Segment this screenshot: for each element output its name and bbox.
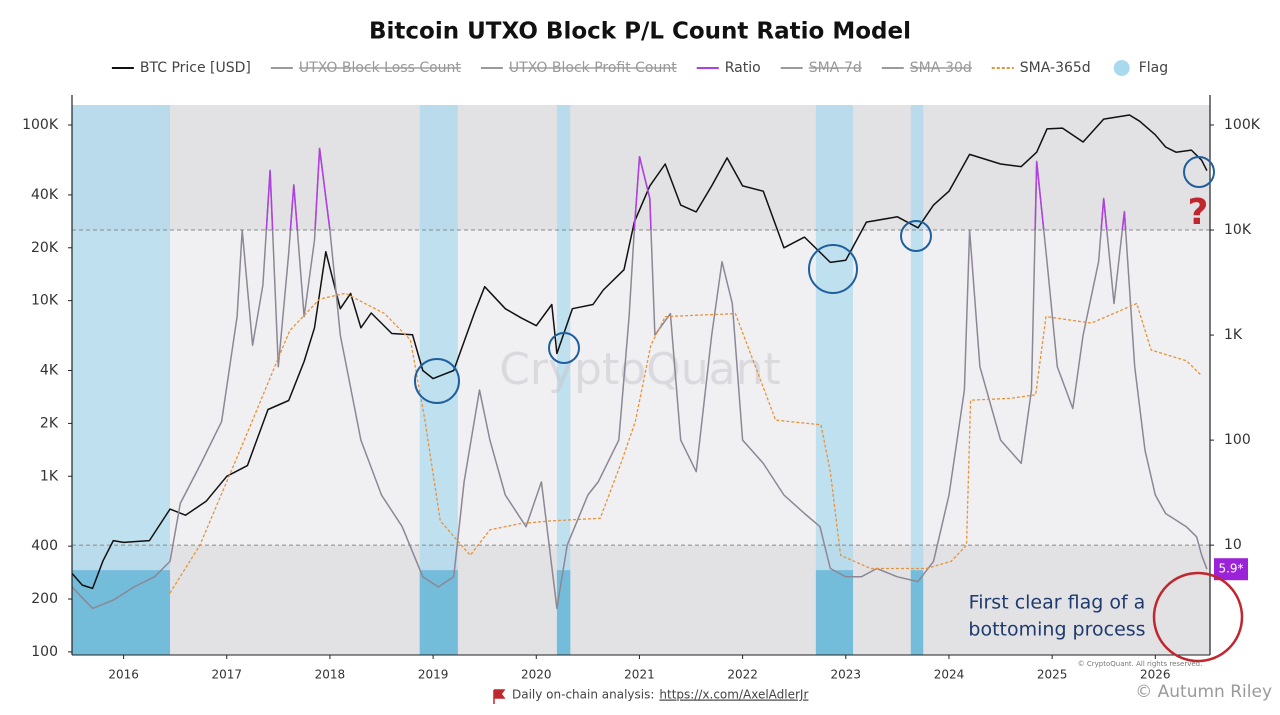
x-tick-label: 2024 — [934, 668, 965, 682]
y-tick-label: 1K — [40, 468, 59, 484]
plot-background — [72, 105, 1210, 655]
flag-band — [556, 105, 571, 655]
y2-tick-label: 100K — [1224, 117, 1261, 133]
legend-label: UTXO Block Loss Count — [299, 60, 462, 76]
flag-band — [419, 105, 458, 655]
lines: 5.9* — [71, 114, 1248, 610]
footer: Daily on-chain analysis: — [512, 688, 654, 702]
legend-label: Flag — [1139, 60, 1168, 76]
legend-item: Ratio — [696, 60, 761, 76]
end-label-box — [1214, 558, 1248, 581]
series-line — [169, 292, 1203, 594]
legend-item: UTXO Block Loss Count — [270, 60, 462, 76]
red-circle — [1152, 571, 1244, 663]
y-tick-label: 100K — [22, 117, 59, 133]
legend: BTC Price [USD] UTXO Block Loss Count UTXO… — [111, 60, 1168, 76]
series-line — [71, 147, 1208, 610]
x-tick-label: 2017 — [211, 668, 242, 682]
flag-band-low — [419, 570, 458, 655]
flag-band — [910, 105, 924, 655]
x-tick-label: 2016 — [108, 668, 139, 682]
y-tick-label: 4K — [40, 363, 59, 379]
x-tick-label: 2025 — [1037, 668, 1068, 682]
flag-band-low — [910, 570, 924, 655]
footer-link[interactable]: https://x.com/AxelAdlerJr — [659, 688, 808, 702]
lower-zone — [72, 545, 1210, 655]
circle — [414, 358, 460, 404]
annotation: bottoming process — [968, 619, 1145, 641]
y2-tick-label: 10K — [1224, 222, 1252, 238]
y2-tick-label: 10 — [1224, 537, 1242, 553]
circle — [548, 332, 580, 364]
legend-item: UTXO Block Profit Count — [480, 60, 677, 76]
flags — [72, 105, 924, 655]
question-mark: ? — [1188, 192, 1209, 233]
legend-label: SMA-365d — [1020, 60, 1091, 76]
y-tick-label: 400 — [31, 538, 58, 554]
flag-band-low — [72, 570, 171, 655]
x-tick-label: 2023 — [831, 668, 862, 682]
y-tick-label: 100 — [31, 644, 58, 660]
legend-item: Flag — [1113, 60, 1168, 76]
legend-item: SMA-7d — [780, 60, 862, 76]
flag-band-low — [556, 570, 571, 655]
flag-band — [72, 105, 171, 655]
legend-swatch — [1113, 60, 1130, 76]
legend-label: UTXO Block Profit Count — [509, 60, 677, 76]
watermark: CryptoQuant — [499, 344, 781, 395]
end-label: 5.9* — [1218, 562, 1243, 576]
legend-label: SMA-30d — [910, 60, 972, 76]
x-tick-label: 2018 — [315, 668, 346, 682]
grid — [72, 229, 1210, 546]
x-tick-label: 2019 — [418, 668, 449, 682]
circle — [900, 220, 932, 252]
y-tick-label: 2K — [40, 415, 59, 431]
series-line — [71, 114, 1208, 590]
legend-label: Ratio — [725, 60, 761, 76]
annotation: First clear flag of a — [969, 592, 1146, 614]
copyright: © CryptoQuant. All rights reserved. — [1078, 660, 1203, 668]
legend-item: BTC Price [USD] — [111, 60, 251, 76]
axes: 100 200 400 1K 2K 4K 10K 20K 40K 100K 10 100 1K 10K 10… — [22, 95, 1261, 682]
circle — [808, 244, 858, 294]
y2-tick-label: 1K — [1224, 327, 1243, 343]
chart-title: Bitcoin UTXO Block P/L Count Ratio Model — [369, 19, 911, 45]
y-tick-label: 40K — [31, 187, 59, 203]
legend-label: BTC Price [USD] — [140, 60, 251, 76]
x-tick-label: 2020 — [521, 668, 552, 682]
legend-item: SMA-30d — [881, 60, 972, 76]
circle — [1183, 156, 1215, 188]
x-tick-label: 2022 — [727, 668, 758, 682]
x-tick-label: 2021 — [624, 668, 655, 682]
y2-tick-label: 100 — [1224, 432, 1251, 448]
highlight-circles — [414, 156, 1215, 404]
credit: © Autumn Riley — [1135, 682, 1272, 702]
flag-band — [815, 105, 854, 655]
upper-zone — [72, 105, 1210, 231]
y-tick-label: 20K — [31, 240, 59, 256]
y-tick-label: 200 — [31, 591, 58, 607]
legend-label: SMA-7d — [809, 60, 862, 76]
flag-icon — [493, 689, 506, 704]
flag-band-low — [815, 570, 854, 655]
x-tick-label: 2026 — [1140, 668, 1171, 682]
y-tick-label: 10K — [31, 293, 59, 309]
legend-item: SMA-365d — [991, 60, 1091, 76]
